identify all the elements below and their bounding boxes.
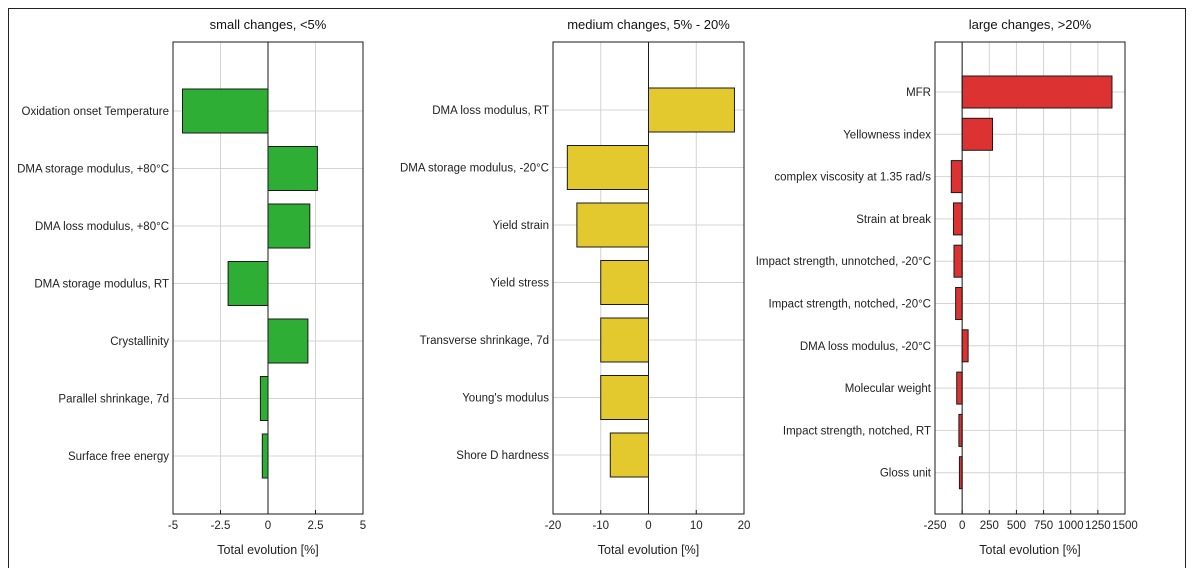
x-tick-label: 500 xyxy=(1007,520,1026,532)
category-label: MFR xyxy=(906,87,931,99)
category-label: Oxidation onset Temperature xyxy=(22,106,169,118)
category-label: DMA loss modulus, +80°C xyxy=(35,221,169,233)
bar xyxy=(600,375,649,420)
category-label: Parallel shrinkage, 7d xyxy=(58,394,169,406)
bar xyxy=(267,203,311,249)
category-label: DMA storage modulus, +80°C xyxy=(17,164,169,176)
category-label: Shore D hardness xyxy=(456,450,549,462)
category-label: Yield strain xyxy=(493,220,549,232)
category-label: Impact strength, notched, RT xyxy=(783,425,931,437)
bar xyxy=(267,318,309,364)
x-tick-label: -5 xyxy=(168,520,178,532)
bar xyxy=(609,432,649,478)
x-tick-label: 20 xyxy=(738,520,751,532)
bar xyxy=(600,260,649,305)
bar xyxy=(953,244,963,278)
x-tick-label: -250 xyxy=(923,520,946,532)
category-label: Molecular weight xyxy=(845,383,932,395)
x-tick-label: 0 xyxy=(959,520,965,532)
chart-title: medium changes, 5% - 20% xyxy=(567,17,730,32)
category-label: Young's modulus xyxy=(462,393,549,405)
bar xyxy=(261,433,269,479)
x-axis-label: Total evolution [%] xyxy=(217,543,318,557)
category-label: DMA storage modulus, -20°C xyxy=(400,163,549,175)
bar xyxy=(961,117,994,151)
bar xyxy=(648,87,735,133)
chart-title: small changes, <5% xyxy=(210,17,327,32)
x-tick-label: 1250 xyxy=(1085,520,1111,532)
bar xyxy=(961,329,969,363)
category-label: DMA loss modulus, -20°C xyxy=(800,341,931,353)
bar xyxy=(267,146,318,191)
x-tick-label: 250 xyxy=(980,520,999,532)
category-label: Crystallinity xyxy=(110,336,169,348)
bar xyxy=(566,145,650,190)
bar xyxy=(961,75,1113,109)
bar xyxy=(952,202,963,236)
chart-panel-3: -250 0 250 500 750 1000 1250 1500 MFR Yellowness … xyxy=(756,17,1138,557)
x-axis-label: Total evolution [%] xyxy=(979,543,1080,557)
bar xyxy=(182,88,269,134)
category-label: Impact strength, unnotched, -20°C xyxy=(756,256,931,268)
bar xyxy=(950,160,963,194)
category-label: Gloss unit xyxy=(880,468,932,480)
category-label: Impact strength, notched, -20°C xyxy=(769,299,932,311)
plot-area xyxy=(934,41,1126,515)
x-tick-label: 10 xyxy=(690,520,703,532)
x-tick-label: 0 xyxy=(265,520,271,532)
figure-frame xyxy=(8,8,1186,568)
category-label: Transverse shrinkage, 7d xyxy=(420,335,549,347)
x-tick-label: 5 xyxy=(360,520,366,532)
category-label: DMA storage modulus, RT xyxy=(34,279,169,291)
category-label: DMA loss modulus, RT xyxy=(432,105,549,117)
x-tick-label: -2.5 xyxy=(211,520,231,532)
category-label: Yield stress xyxy=(490,278,549,290)
chart-panel-1: -5 -2.5 0 2.5 5 Oxidation onset Temperature DM… xyxy=(17,17,366,557)
x-tick-label: 1500 xyxy=(1112,520,1138,532)
x-tick-label: -10 xyxy=(592,520,609,532)
x-tick-label: 1000 xyxy=(1058,520,1084,532)
category-label: Strain at break xyxy=(856,214,931,226)
x-tick-label: 0 xyxy=(645,520,651,532)
bar xyxy=(600,317,649,363)
x-tick-label: 2.5 xyxy=(308,520,324,532)
bar xyxy=(227,261,269,306)
category-label: Yellowness index xyxy=(843,129,931,141)
category-label: complex viscosity at 1.35 rad/s xyxy=(774,172,931,184)
bar xyxy=(955,287,963,320)
bar xyxy=(259,376,269,421)
x-tick-label: 750 xyxy=(1034,520,1053,532)
chart-panel-2: -20 -10 0 10 20 DMA loss modulus, RT DMA stora… xyxy=(400,17,750,557)
bar xyxy=(956,371,963,405)
x-axis-label: Total evolution [%] xyxy=(598,543,699,557)
x-tick-label: -20 xyxy=(545,520,562,532)
bar xyxy=(576,202,649,248)
category-label: Surface free energy xyxy=(68,451,169,463)
chart-title: large changes, >20% xyxy=(969,17,1092,32)
